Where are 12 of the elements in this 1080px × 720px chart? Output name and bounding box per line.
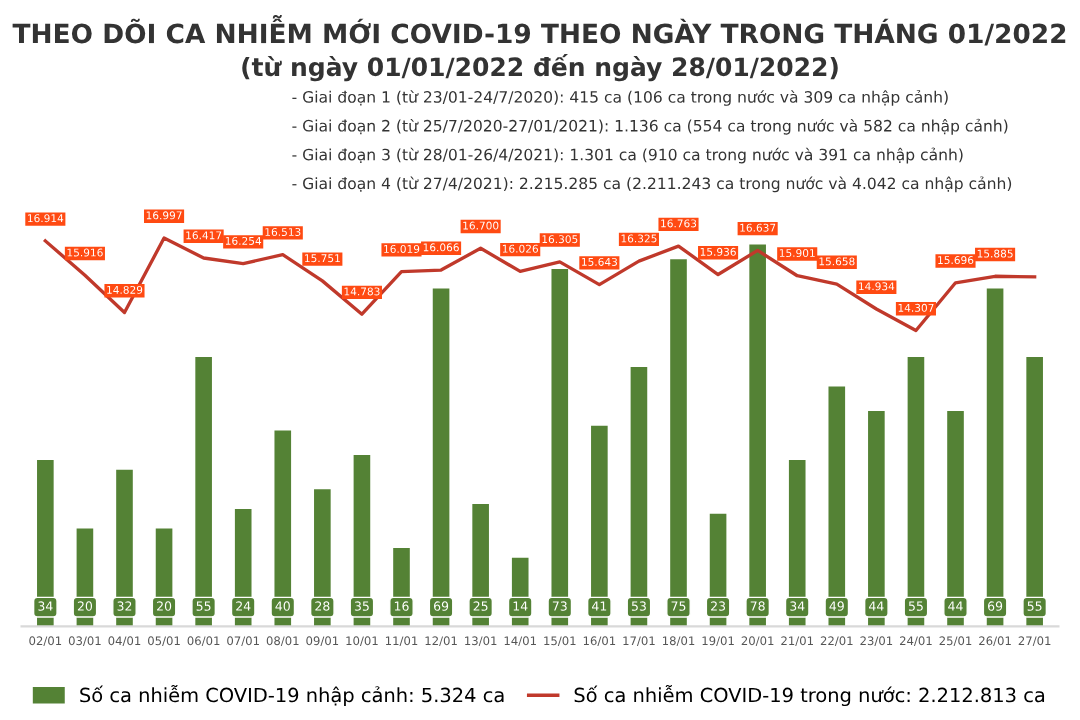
bar bbox=[1026, 357, 1043, 627]
chart-title: THEO DÕI CA NHIỄM MỚI COVID-19 THEO NGÀY TRONG THÁNG 01/2022 bbox=[12, 14, 1066, 46]
bar bbox=[432, 288, 450, 627]
bar bbox=[828, 386, 846, 627]
chart-subtitle: (từ ngày 01/01/2022 đến ngày 28/01/2022) bbox=[242, 54, 838, 82]
bar bbox=[749, 244, 766, 627]
legend-label: Số ca nhiễm COVID-19 nhập cảnh: 5.324 ca bbox=[80, 684, 504, 707]
legend-label: Số ca nhiễm COVID-19 trong nước: 2.212.813 ca bbox=[574, 684, 1045, 707]
bar bbox=[551, 268, 569, 627]
bar bbox=[591, 425, 608, 627]
bar bbox=[986, 288, 1004, 627]
bar bbox=[274, 430, 292, 627]
